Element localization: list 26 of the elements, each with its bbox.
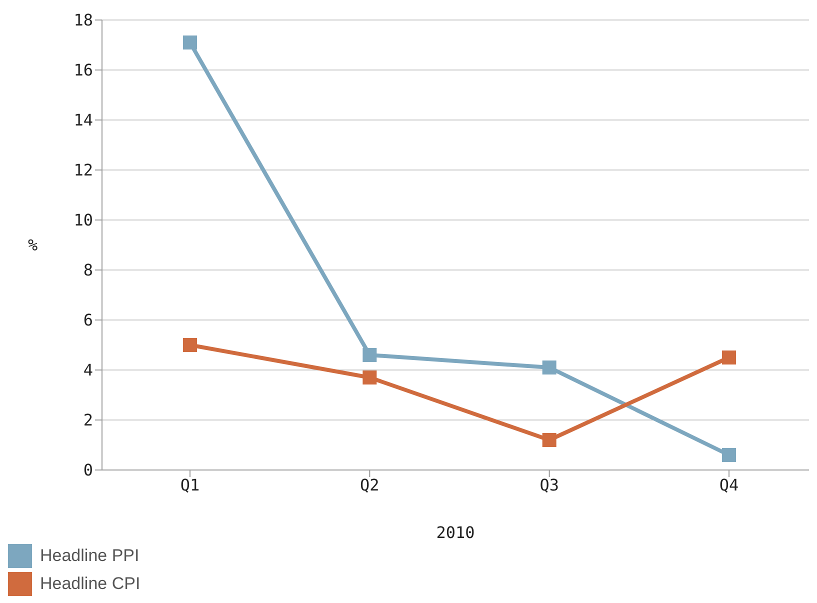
x-tick-label: Q4 <box>719 475 739 494</box>
point <box>722 448 736 462</box>
x-tick-label: Q3 <box>540 475 559 494</box>
point <box>183 338 197 352</box>
point <box>183 36 197 50</box>
point <box>362 370 377 384</box>
x-tick-label: Q2 <box>360 475 380 494</box>
x-tick-label: Q1 <box>180 475 200 494</box>
y-tick-label: 10 <box>74 210 93 230</box>
y-tick-label: 4 <box>83 360 93 380</box>
legend-label: Headline PPI <box>40 546 140 566</box>
point <box>722 350 736 364</box>
point <box>542 433 556 447</box>
y-axis-title: % <box>28 236 38 255</box>
legend-label: Headline CPI <box>40 574 140 594</box>
y-tick-label: 14 <box>74 110 93 130</box>
y-tick-label: 6 <box>83 310 93 330</box>
y-tick-label: 8 <box>83 260 93 280</box>
point <box>542 360 556 374</box>
y-tick-label: 18 <box>74 10 93 30</box>
y-tick-label: 16 <box>74 60 93 80</box>
point <box>362 348 377 362</box>
y-tick-label: 2 <box>83 410 93 430</box>
y-tick-label: 0 <box>83 460 93 480</box>
x-axis-title: 2010 <box>436 523 475 542</box>
y-tick-label: 12 <box>74 160 93 180</box>
